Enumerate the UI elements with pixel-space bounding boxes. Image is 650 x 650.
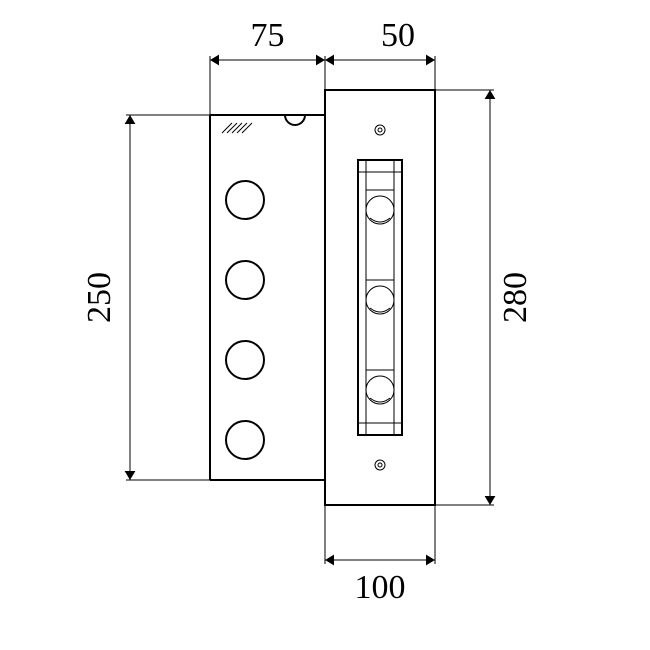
dim-250: 250 — [81, 272, 118, 323]
technical-drawing: 75 50 250 280 100 — [0, 0, 650, 650]
dim-100: 100 — [355, 569, 406, 606]
dim-280: 280 — [497, 272, 534, 323]
dim-50: 50 — [381, 17, 415, 54]
dim-75: 75 — [251, 17, 285, 54]
